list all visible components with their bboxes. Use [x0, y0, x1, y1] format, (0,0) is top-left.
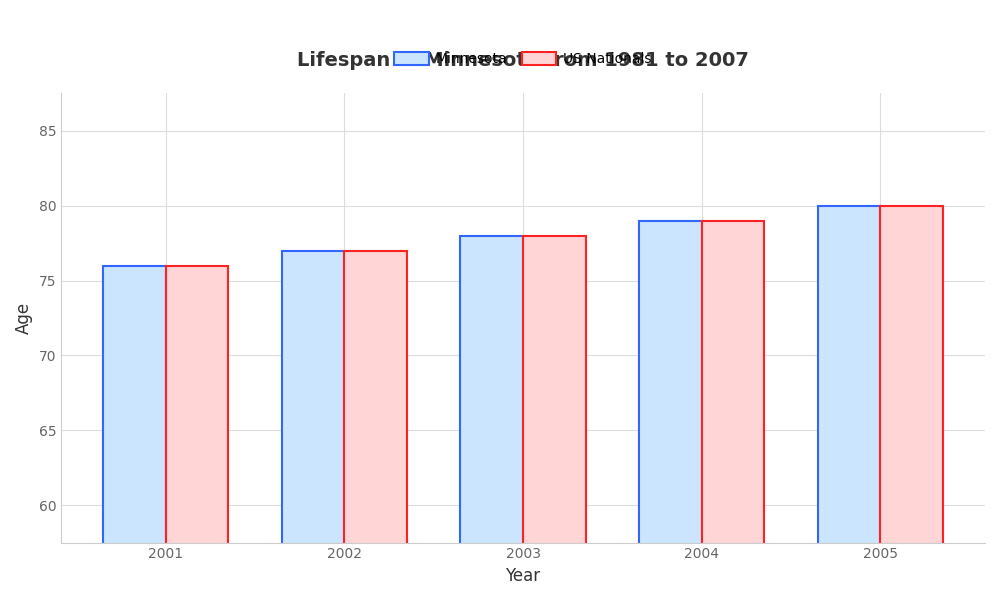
Bar [523, 236, 586, 600]
Bar [344, 251, 407, 600]
Bar [103, 266, 166, 600]
Bar [166, 266, 228, 600]
Bar [282, 251, 344, 600]
Legend: Minnesota, US Nationals: Minnesota, US Nationals [389, 47, 657, 71]
Title: Lifespan in Minnesota from 1981 to 2007: Lifespan in Minnesota from 1981 to 2007 [297, 51, 749, 70]
Bar [880, 206, 943, 600]
X-axis label: Year: Year [505, 567, 541, 585]
Bar [702, 221, 764, 600]
Bar [639, 221, 702, 600]
Bar [460, 236, 523, 600]
Bar [818, 206, 880, 600]
Y-axis label: Age: Age [15, 302, 33, 334]
